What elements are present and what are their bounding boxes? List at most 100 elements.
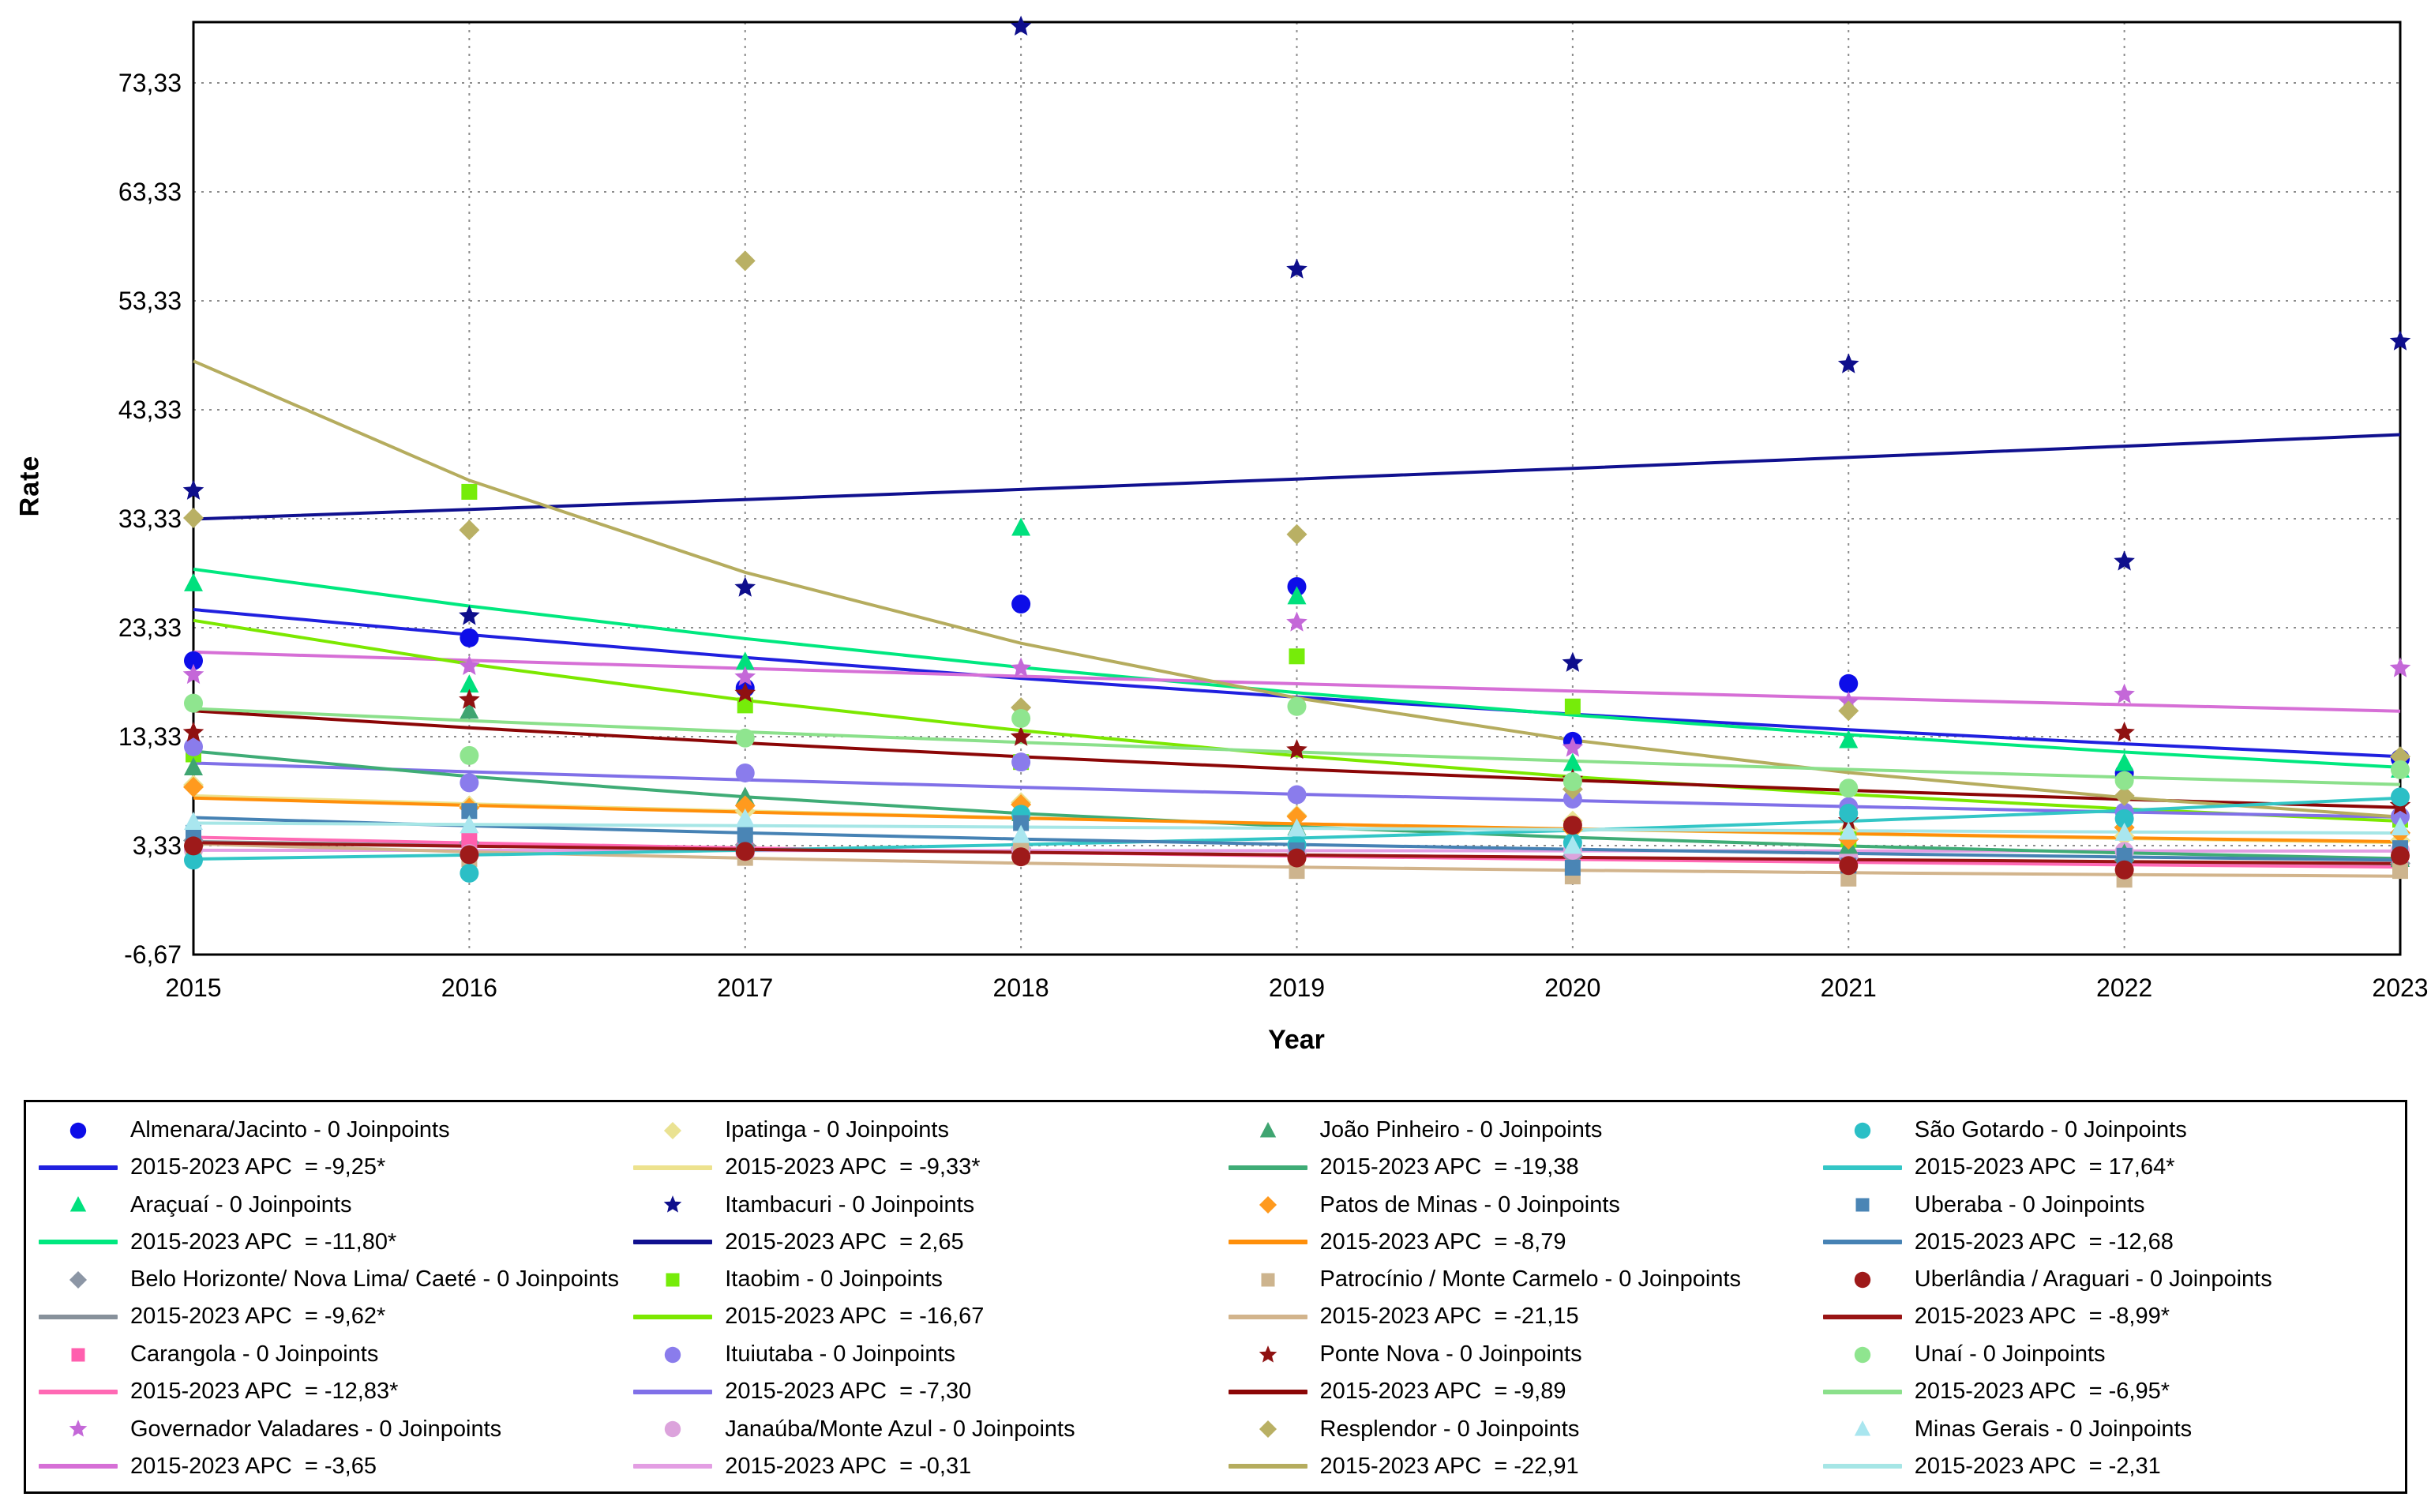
carangola-line-swatch xyxy=(26,1389,130,1394)
point-almenara xyxy=(184,651,203,670)
legend-entry-itambacuri: Itambacuri - 0 Joinpoints 2015-2023 APC =… xyxy=(621,1187,1215,1262)
point-unai xyxy=(184,693,203,713)
uberlandia-line-swatch xyxy=(1810,1314,1915,1319)
legend-series-name: Governador Valadares - 0 Joinpoints xyxy=(130,1416,502,1442)
itaobim-marker-icon xyxy=(621,1266,725,1294)
y-tick-label: 23,33 xyxy=(118,613,182,642)
legend-entry-itaobim: Itaobim - 0 Joinpoints 2015-2023 APC = -1… xyxy=(621,1261,1215,1336)
point-itambacuri xyxy=(1562,651,1584,672)
legend-apc-value: 2015-2023 APC = -7,30 xyxy=(725,1379,972,1405)
legend-entry-sao-gotardo: São Gotardo - 0 Joinpoints 2015-2023 APC … xyxy=(1810,1112,2405,1187)
point-minas-gerais xyxy=(2114,822,2134,841)
uberaba-line-swatch xyxy=(1810,1240,1915,1245)
star-glyph xyxy=(1259,1345,1277,1363)
legend-entry-patrocinio: Patrocínio / Monte Carmelo - 0 Joinpoint… xyxy=(1216,1261,1810,1336)
legend-entry-patos-de-minas: Patos de Minas - 0 Joinpoints 2015-2023 A… xyxy=(1216,1187,1810,1262)
legend-apc-value: 2015-2023 APC = -9,33* xyxy=(725,1154,981,1180)
point-aracuai xyxy=(1839,730,1859,748)
legend-apc-value: 2015-2023 APC = -3,65 xyxy=(130,1453,377,1479)
legend-series-name: Patos de Minas - 0 Joinpoints xyxy=(1319,1191,1620,1217)
point-sao-gotardo xyxy=(2114,809,2134,828)
point-minas-gerais xyxy=(2391,816,2410,835)
diamond-glyph xyxy=(69,1270,88,1289)
x-tick-label: 2021 xyxy=(1821,974,1877,1002)
point-minas-gerais xyxy=(1011,824,1031,843)
point-aracuai xyxy=(1287,586,1307,605)
y-tick-label: 13,33 xyxy=(118,722,182,751)
point-aracuai xyxy=(184,572,203,591)
ponte-nova-line-swatch xyxy=(1216,1389,1320,1394)
point-patrocinio xyxy=(1289,863,1305,880)
legend-apc-value: 2015-2023 APC = -0,31 xyxy=(725,1453,972,1479)
sao-gotardo-line-swatch xyxy=(1810,1165,1915,1170)
point-uberaba xyxy=(461,803,478,820)
legend-entry-ponte-nova: Ponte Nova - 0 Joinpoints 2015-2023 APC =… xyxy=(1216,1336,1810,1411)
legend-apc-value: 2015-2023 APC = -12,83* xyxy=(130,1379,399,1405)
belo-horizonte-line-swatch xyxy=(26,1314,130,1319)
point-uberaba xyxy=(737,827,753,843)
legend-apc-value: 2015-2023 APC = -9,62* xyxy=(130,1304,386,1330)
point-itambacuri xyxy=(1010,15,1032,36)
circle-glyph xyxy=(69,1122,87,1139)
point-patrocinio xyxy=(1840,870,1857,887)
legend-entry-belo-horizonte: Belo Horizonte/ Nova Lima/ Caeté - 0 Joi… xyxy=(26,1261,621,1336)
legend-series-name: Ipatinga - 0 Joinpoints xyxy=(725,1117,949,1143)
point-uberlandia xyxy=(735,842,755,861)
legend-apc-value: 2015-2023 APC = 17,64* xyxy=(1914,1154,2175,1180)
point-unai xyxy=(735,728,755,748)
point-uberlandia xyxy=(2391,846,2410,865)
legend-entry-uberaba: Uberaba - 0 Joinpoints 2015-2023 APC = -1… xyxy=(1810,1187,2405,1262)
janauba-marker-icon xyxy=(621,1415,725,1443)
point-almenara xyxy=(1011,595,1031,614)
point-unai xyxy=(1287,696,1307,716)
legend-series-name: Unaí - 0 Joinpoints xyxy=(1914,1341,2106,1368)
point-uberlandia xyxy=(1563,816,1582,835)
point-minas-gerais xyxy=(460,815,479,834)
point-ituiutaba xyxy=(1287,785,1307,805)
legend-series-name: Itaobim - 0 Joinpoints xyxy=(725,1266,943,1293)
point-patos-de-minas xyxy=(734,795,756,816)
legend-apc-value: 2015-2023 APC = -9,89 xyxy=(1319,1379,1566,1405)
point-aracuai xyxy=(2114,752,2134,771)
point-itambacuri xyxy=(2389,330,2411,351)
legend-series-name: Ituiutaba - 0 Joinpoints xyxy=(725,1341,956,1368)
point-almenara xyxy=(1839,673,1859,693)
point-joao-pinheiro xyxy=(460,700,479,719)
unai-line-swatch xyxy=(1810,1389,1915,1394)
itambacuri-line-swatch xyxy=(621,1240,725,1245)
legend-series-name: Itambacuri - 0 Joinpoints xyxy=(725,1191,975,1217)
point-governador-valadares xyxy=(182,663,204,685)
point-uberlandia xyxy=(2114,860,2134,880)
triangle-glyph xyxy=(1259,1121,1276,1138)
square-glyph xyxy=(1261,1273,1274,1287)
legend-apc-value: 2015-2023 APC = -22,91 xyxy=(1319,1453,1579,1479)
point-resplendor xyxy=(734,250,756,272)
circle-glyph xyxy=(1854,1122,1870,1139)
carangola-marker-icon xyxy=(26,1341,130,1369)
y-axis-title: Rate xyxy=(14,455,45,517)
trend-line-itambacuri xyxy=(193,433,2401,521)
x-tick-label: 2015 xyxy=(165,974,221,1002)
point-resplendor xyxy=(459,520,480,541)
point-uberaba xyxy=(1013,815,1030,831)
diamond-glyph xyxy=(1259,1196,1277,1214)
trend-line-ponte-nova xyxy=(193,709,2401,809)
legend-series-name: Ponte Nova - 0 Joinpoints xyxy=(1319,1341,1582,1368)
trend-line-governador-valadares xyxy=(193,650,2401,713)
point-itaobim xyxy=(1564,698,1581,715)
legend-entry-resplendor: Resplendor - 0 Joinpoints 2015-2023 APC =… xyxy=(1216,1410,1810,1485)
ponte-nova-marker-icon xyxy=(1216,1341,1320,1369)
square-glyph xyxy=(71,1348,85,1362)
point-itaobim xyxy=(737,697,753,714)
point-ponte-nova xyxy=(1010,726,1032,746)
circle-glyph xyxy=(665,1420,681,1438)
legend-apc-value: 2015-2023 APC = -16,67 xyxy=(725,1304,985,1330)
point-aracuai xyxy=(460,674,479,693)
point-unai xyxy=(1563,771,1582,791)
point-unai xyxy=(1839,779,1859,798)
circle-glyph xyxy=(1854,1346,1870,1363)
legend-entry-ituiutaba: Ituiutaba - 0 Joinpoints 2015-2023 APC = … xyxy=(621,1336,1215,1411)
point-unai xyxy=(1011,708,1031,728)
point-minas-gerais xyxy=(735,808,755,827)
